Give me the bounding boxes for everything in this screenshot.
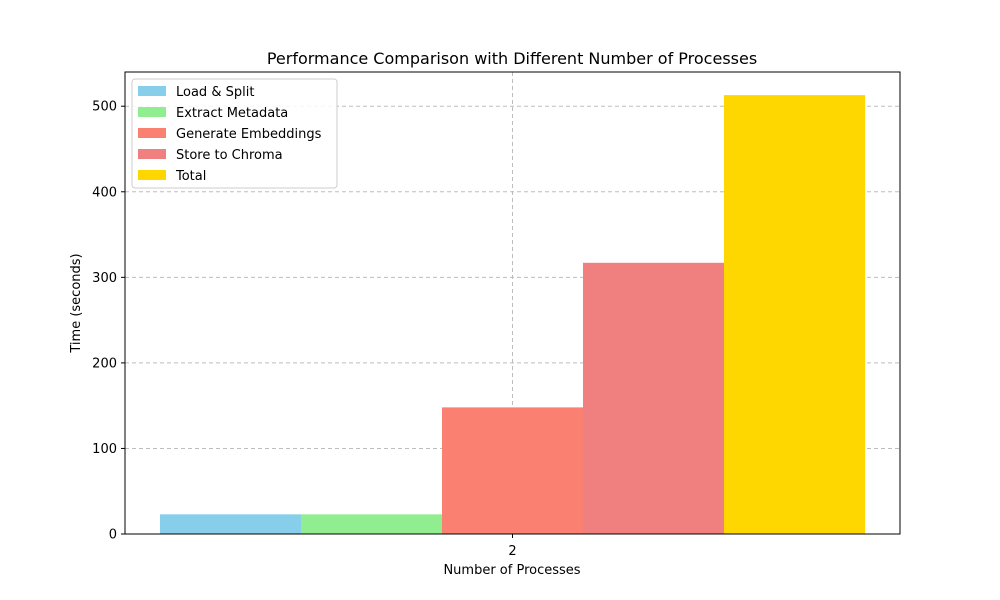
legend-label: Load & Split <box>176 85 254 100</box>
legend: Load & Split Extract Metadata Generate Emb… <box>131 78 338 189</box>
bars <box>160 95 865 534</box>
y-axis: 0 100 200 300 400 500 <box>92 100 125 543</box>
y-tick-label: 0 <box>109 528 117 543</box>
legend-swatch <box>138 170 166 180</box>
y-tick-label: 100 <box>92 442 117 457</box>
y-axis-label: Time (seconds) <box>69 253 84 353</box>
x-tick-label: 2 <box>508 544 516 559</box>
y-tick-label: 300 <box>92 271 117 286</box>
legend-label: Extract Metadata <box>176 106 288 121</box>
bar-extract-metadata <box>301 514 442 534</box>
legend-label: Store to Chroma <box>176 148 283 163</box>
legend-label: Generate Embeddings <box>176 127 322 142</box>
legend-swatch <box>138 107 166 117</box>
x-axis: 2 <box>508 534 517 559</box>
legend-swatch <box>138 149 166 159</box>
x-axis-label: Number of Processes <box>443 563 580 578</box>
y-tick-label: 400 <box>92 185 117 200</box>
chart-title: Performance Comparison with Different Nu… <box>267 49 757 68</box>
y-tick-label: 200 <box>92 356 117 371</box>
bar-store-to-chroma <box>583 262 724 534</box>
bar-total <box>724 95 865 534</box>
legend-label: Total <box>175 169 206 184</box>
y-tick-label: 500 <box>92 100 117 115</box>
legend-swatch <box>138 86 166 96</box>
legend-box <box>131 78 338 189</box>
bar-generate-embeddings <box>442 407 583 534</box>
legend-swatch <box>138 128 166 138</box>
bar-load-split <box>160 514 301 534</box>
